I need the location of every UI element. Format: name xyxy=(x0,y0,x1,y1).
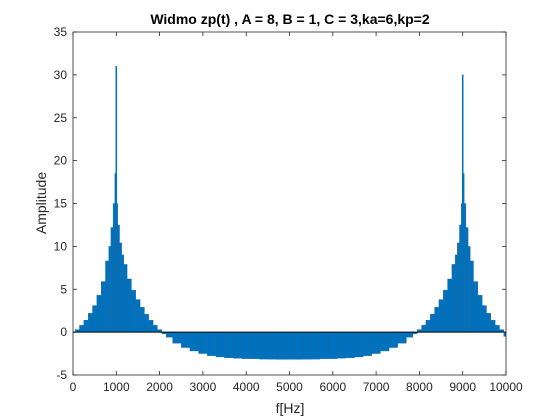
bar xyxy=(443,289,448,333)
bar xyxy=(224,331,234,359)
bar xyxy=(88,313,93,333)
y-tick-label: 30 xyxy=(54,68,68,82)
bar xyxy=(465,227,469,333)
bar xyxy=(276,331,286,360)
bar xyxy=(198,331,208,354)
bar xyxy=(139,307,145,333)
bar xyxy=(434,307,440,333)
bar xyxy=(470,260,474,333)
bar xyxy=(144,313,149,333)
bar xyxy=(495,325,500,333)
bar xyxy=(259,331,269,360)
x-tick-label: 2000 xyxy=(146,380,173,394)
bar xyxy=(96,295,102,333)
bar xyxy=(457,242,460,333)
bar xyxy=(454,254,458,333)
bar xyxy=(486,313,491,333)
bar xyxy=(302,331,312,360)
bar xyxy=(473,281,479,333)
bar xyxy=(319,331,329,360)
bar xyxy=(406,331,414,338)
y-tick-label: 25 xyxy=(54,111,68,125)
bar xyxy=(397,331,407,344)
y-tick-label: -5 xyxy=(56,368,67,382)
bar xyxy=(100,281,106,333)
bars-layer xyxy=(72,66,507,360)
bar xyxy=(83,319,89,333)
y-tick-label: 20 xyxy=(54,154,68,168)
bar xyxy=(152,325,158,333)
x-tick-label: 5000 xyxy=(276,380,303,394)
bar xyxy=(165,331,173,338)
bar xyxy=(293,331,303,360)
bar xyxy=(380,331,390,352)
bar xyxy=(345,331,355,359)
x-tick-label: 1000 xyxy=(103,380,130,394)
bar xyxy=(438,299,444,333)
bar xyxy=(92,305,97,333)
bar xyxy=(477,295,483,333)
bar xyxy=(121,254,125,333)
bar xyxy=(112,203,115,333)
x-tick-label: 0 xyxy=(70,380,77,394)
bar xyxy=(336,331,346,359)
bar xyxy=(267,331,277,360)
x-tick-label: 6000 xyxy=(319,380,346,394)
bar xyxy=(310,331,320,360)
bar xyxy=(189,331,199,352)
y-tick-label: 5 xyxy=(60,282,67,296)
chart-title: Widmo zp(t) , A = 8, B = 1, C = 3,ka=6,k… xyxy=(150,11,430,27)
bar xyxy=(430,313,435,333)
bar xyxy=(117,224,120,333)
x-tick-label: 9000 xyxy=(449,380,476,394)
x-tick-label: 3000 xyxy=(190,380,217,394)
bar xyxy=(79,325,84,333)
bar xyxy=(135,299,141,333)
bar xyxy=(285,331,294,360)
x-axis-label: f[Hz] xyxy=(276,400,305,416)
x-tick-label: 7000 xyxy=(363,380,390,394)
y-tick-label: 15 xyxy=(54,197,68,211)
bar xyxy=(123,264,128,333)
bar xyxy=(241,331,251,359)
bar xyxy=(371,331,381,354)
bar xyxy=(328,331,338,359)
bar xyxy=(105,260,109,333)
x-tick-label: 4000 xyxy=(233,380,260,394)
bar xyxy=(447,278,453,333)
bar xyxy=(148,319,154,333)
bar xyxy=(354,331,364,358)
bar xyxy=(233,331,243,359)
bar xyxy=(207,331,217,356)
bar xyxy=(459,224,462,333)
bar xyxy=(215,331,225,358)
bar xyxy=(108,246,112,333)
x-tick-label: 10000 xyxy=(489,380,523,394)
y-axis-label: Amplitude xyxy=(33,172,49,234)
x-tick-label: 8000 xyxy=(406,380,433,394)
bar xyxy=(490,319,496,333)
bar xyxy=(172,331,182,344)
bar xyxy=(388,331,398,348)
bar xyxy=(451,264,456,333)
bar xyxy=(425,319,431,333)
ticks-layer: 0 1000 2000 3000 4000 5000 6000 7000 8000 9000 100… xyxy=(54,25,523,394)
bar xyxy=(131,289,136,333)
bar xyxy=(421,325,427,333)
y-tick-label: 10 xyxy=(54,239,68,253)
bar xyxy=(482,305,487,333)
bar xyxy=(119,242,122,333)
bar xyxy=(250,331,260,360)
bar xyxy=(126,278,132,333)
bar xyxy=(362,331,372,356)
bar xyxy=(464,203,467,333)
bar xyxy=(181,331,191,348)
y-tick-label: 35 xyxy=(54,25,68,39)
bar xyxy=(110,227,114,333)
y-tick-label: 0 xyxy=(60,325,67,339)
bar xyxy=(467,246,471,333)
